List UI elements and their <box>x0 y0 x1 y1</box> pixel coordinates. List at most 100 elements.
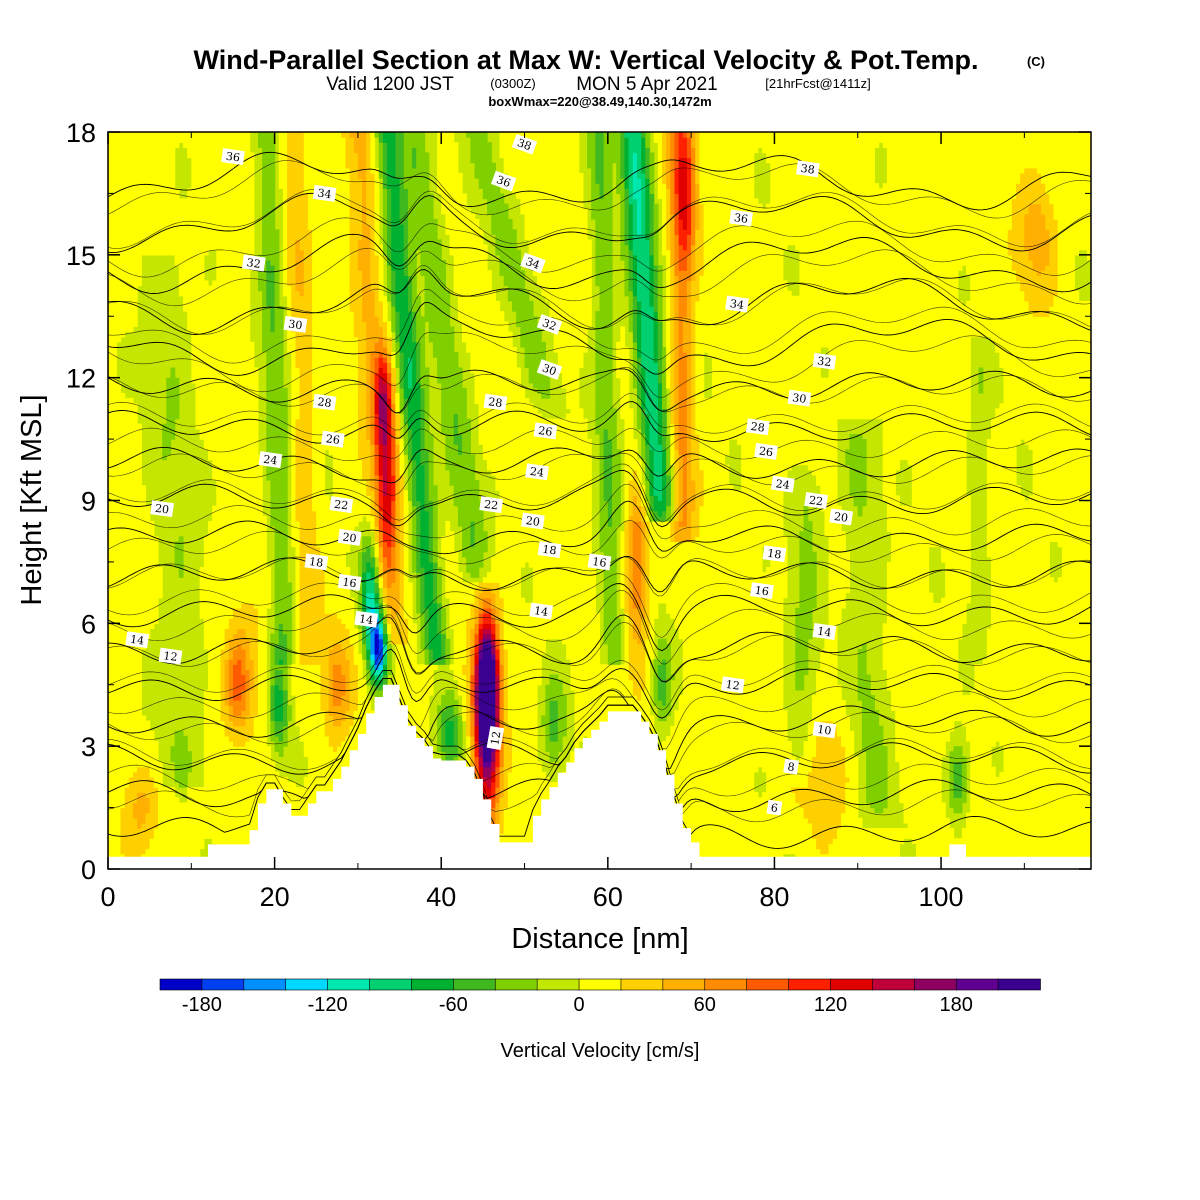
velocity-cell <box>133 419 138 425</box>
velocity-cell <box>137 495 142 501</box>
velocity-cell <box>121 480 126 486</box>
velocity-cell <box>125 767 130 773</box>
velocity-cell <box>125 562 130 568</box>
velocity-cell <box>129 413 134 419</box>
velocity-cell <box>112 531 117 537</box>
velocity-cell <box>116 526 121 532</box>
velocity-cell <box>125 321 130 327</box>
velocity-cell <box>116 649 121 655</box>
velocity-cell <box>112 838 117 844</box>
velocity-cell <box>112 419 117 425</box>
velocity-cell <box>129 567 134 573</box>
velocity-cell <box>137 843 142 849</box>
velocity-cell <box>133 531 138 537</box>
velocity-cell <box>137 147 142 153</box>
velocity-cell <box>125 659 130 665</box>
velocity-cell <box>137 802 142 808</box>
velocity-cell <box>121 178 126 184</box>
velocity-cell <box>137 521 142 527</box>
velocity-cell <box>125 726 130 732</box>
velocity-cell <box>116 664 121 670</box>
velocity-cell <box>112 132 117 138</box>
velocity-cell <box>125 413 130 419</box>
velocity-cell <box>125 715 130 721</box>
velocity-cell <box>125 721 130 727</box>
velocity-cell <box>125 403 130 409</box>
velocity-cell <box>112 168 117 174</box>
velocity-cell <box>116 536 121 542</box>
velocity-cell <box>137 229 142 235</box>
velocity-cell <box>112 598 117 604</box>
velocity-cell <box>137 501 142 507</box>
velocity-cell <box>137 557 142 563</box>
velocity-cell <box>121 147 126 153</box>
velocity-cell <box>121 163 126 169</box>
velocity-cell <box>121 398 126 404</box>
velocity-cell <box>129 204 134 210</box>
velocity-cell <box>116 163 121 169</box>
velocity-cell <box>129 142 134 148</box>
velocity-cell <box>137 664 142 670</box>
velocity-cell <box>125 306 130 312</box>
velocity-cell <box>121 808 126 814</box>
velocity-cell <box>121 547 126 553</box>
velocity-cell <box>137 475 142 481</box>
velocity-cell <box>121 132 126 138</box>
velocity-cell <box>137 444 142 450</box>
velocity-cell <box>121 260 126 266</box>
velocity-cell <box>129 234 134 240</box>
velocity-cell <box>129 562 134 568</box>
velocity-cell <box>133 168 138 174</box>
velocity-cell <box>125 813 130 819</box>
velocity-cell <box>129 178 134 184</box>
velocity-cell <box>129 193 134 199</box>
velocity-cell <box>133 536 138 542</box>
velocity-cell <box>112 342 117 348</box>
velocity-cell <box>137 808 142 814</box>
velocity-cell <box>133 552 138 558</box>
velocity-cell <box>116 690 121 696</box>
velocity-cell <box>121 659 126 665</box>
velocity-cell <box>129 449 134 455</box>
velocity-cell <box>129 736 134 742</box>
velocity-cell <box>125 193 130 199</box>
velocity-cell <box>121 485 126 491</box>
velocity-cell <box>116 316 121 322</box>
velocity-cell <box>121 239 126 245</box>
velocity-cell <box>121 715 126 721</box>
velocity-cell <box>121 419 126 425</box>
velocity-cell <box>121 751 126 757</box>
velocity-cell <box>133 664 138 670</box>
velocity-cell <box>125 424 130 430</box>
velocity-cell <box>112 659 117 665</box>
velocity-cell <box>116 700 121 706</box>
velocity-cell <box>133 562 138 568</box>
velocity-cell <box>137 792 142 798</box>
velocity-cell <box>133 183 138 189</box>
velocity-cell <box>133 700 138 706</box>
velocity-cell <box>125 173 130 179</box>
velocity-cell <box>137 245 142 251</box>
velocity-cell <box>121 506 126 512</box>
velocity-cell <box>116 792 121 798</box>
velocity-cell <box>125 234 130 240</box>
velocity-cell <box>116 178 121 184</box>
velocity-cell <box>133 260 138 266</box>
velocity-cell <box>133 762 138 768</box>
velocity-cell <box>112 393 117 399</box>
velocity-cell <box>125 219 130 225</box>
velocity-cell <box>125 291 130 297</box>
velocity-cell <box>116 158 121 164</box>
velocity-cell <box>116 628 121 634</box>
velocity-cell <box>125 296 130 302</box>
velocity-cell <box>112 654 117 660</box>
velocity-cell <box>137 690 142 696</box>
velocity-cell <box>112 516 117 522</box>
velocity-cell <box>116 490 121 496</box>
velocity-cell <box>116 224 121 230</box>
velocity-cell <box>133 475 138 481</box>
velocity-cell <box>121 209 126 215</box>
velocity-cell <box>112 567 117 573</box>
velocity-cell <box>129 792 134 798</box>
velocity-cell <box>125 168 130 174</box>
